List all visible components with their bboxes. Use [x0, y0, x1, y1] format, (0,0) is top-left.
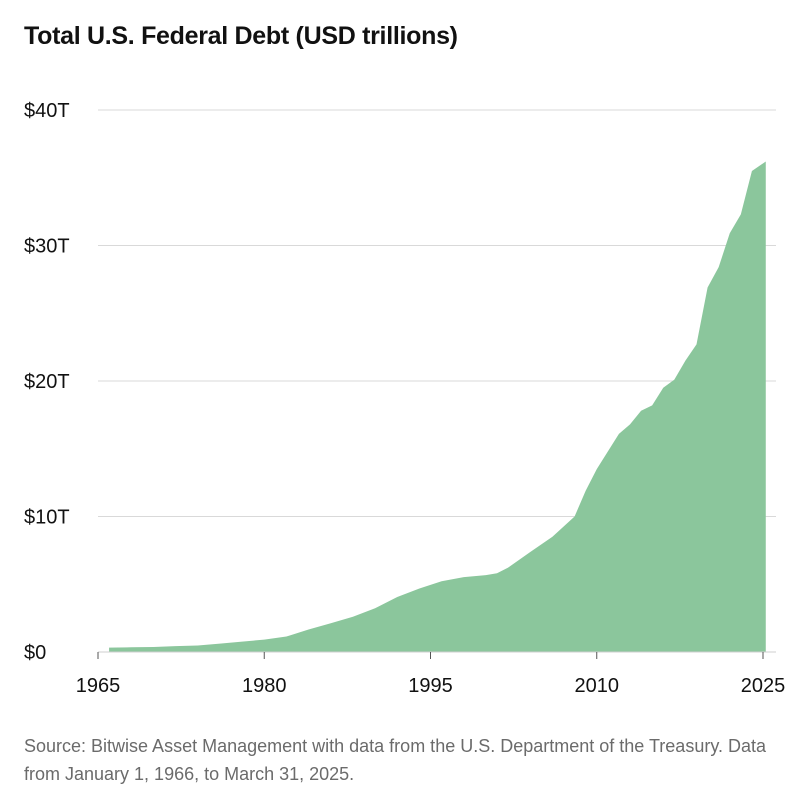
- y-tick-label: $40T: [24, 100, 70, 122]
- y-tick-label: $10T: [24, 507, 70, 529]
- debt-area-chart: $0 $10T $20T $30T $40T 1965 1980 1995 2010 2025: [24, 100, 785, 697]
- y-tick-label: $30T: [24, 236, 70, 258]
- x-tick-label: 2025: [741, 675, 786, 697]
- area-layer: [109, 161, 766, 653]
- y-tick-label: $0: [24, 642, 46, 664]
- chart-title: Total U.S. Federal Debt (USD trillions): [24, 22, 458, 50]
- source-note: Source: Bitwise Asset Management with da…: [24, 736, 767, 784]
- axis-layer: $0 $10T $20T $30T $40T 1965 1980 1995 2010 2025: [24, 100, 785, 697]
- x-tick-label: 2010: [575, 675, 620, 697]
- y-tick-label: $20T: [24, 371, 70, 393]
- x-tick-label: 1965: [76, 675, 121, 697]
- x-tick-label: 1995: [408, 675, 453, 697]
- debt-area-series-0: [109, 161, 766, 653]
- x-tick-label: 1980: [242, 675, 287, 697]
